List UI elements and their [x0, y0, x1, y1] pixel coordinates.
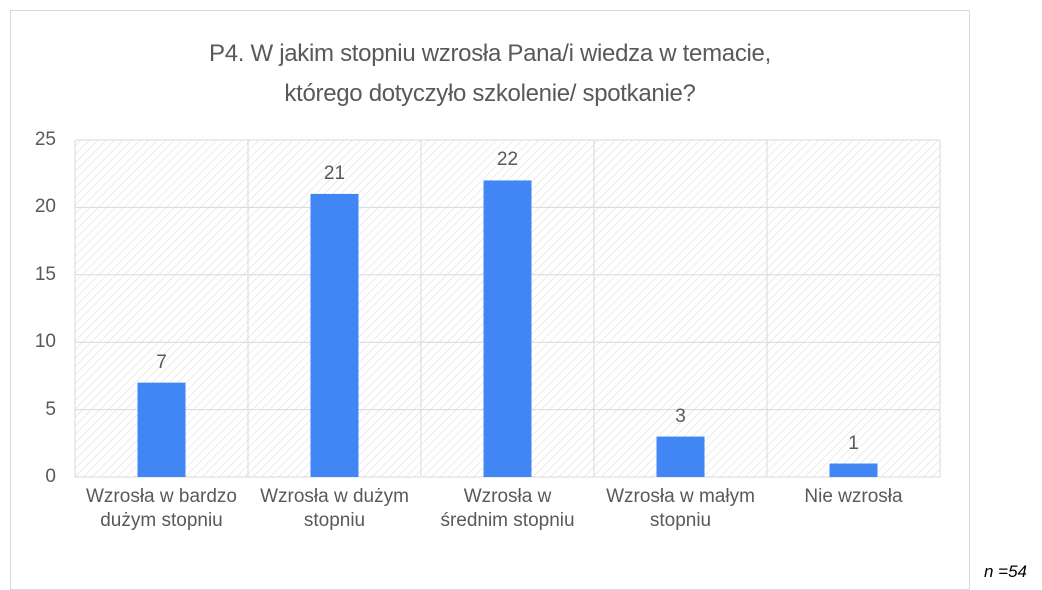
bar [483, 180, 532, 477]
value-label: 1 [848, 432, 859, 454]
x-tick-label: Wzrosła w średnim stopniu [440, 486, 575, 531]
value-label: 7 [156, 351, 167, 373]
x-tick-label: Nie wzrosła [804, 486, 903, 507]
y-tick-label: 5 [45, 398, 56, 420]
x-tick-label: Wzrosła w bardzo dużym stopniu [86, 486, 237, 531]
value-label: 22 [496, 149, 519, 171]
y-tick-label: 25 [34, 129, 56, 150]
y-tick-label: 10 [34, 331, 56, 353]
y-tick-label: 0 [45, 466, 56, 487]
x-tick-label: Wzrosła w małym stopniu [606, 486, 755, 531]
y-tick-label: 20 [34, 196, 56, 218]
chart-title: P4. W jakim stopniu wzrosła Pana/i wiedz… [209, 40, 771, 107]
value-label: 3 [675, 405, 686, 427]
value-label: 21 [323, 162, 346, 184]
bar [310, 193, 359, 478]
x-tick-label: Wzrosła w dużym stopniu [260, 486, 409, 531]
bar [137, 382, 186, 477]
bar [829, 463, 878, 477]
sample-note: n =54 [984, 562, 1028, 581]
bar [656, 436, 705, 477]
y-tick-label: 15 [34, 263, 56, 285]
